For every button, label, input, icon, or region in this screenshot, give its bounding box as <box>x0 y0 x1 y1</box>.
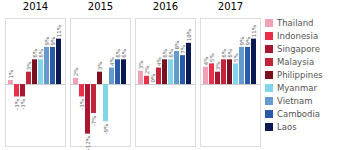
html-text:Laos: Laos <box>277 122 297 132</box>
svg-text:1%: 1% <box>8 70 14 79</box>
html-text:Myanmar: Myanmar <box>277 83 317 93</box>
svg-text:10%: 10% <box>186 29 192 41</box>
html-text:Singapore: Singapore <box>277 44 320 54</box>
html-text:Philippines: Philippines <box>277 70 323 80</box>
svg-text:6%: 6% <box>121 49 127 58</box>
svg-text:6%: 6% <box>31 49 38 58</box>
svg-text:7%: 7% <box>180 45 186 54</box>
html-text:Vietnam: Vietnam <box>277 96 313 106</box>
svg-text:11%: 11% <box>251 25 257 37</box>
svg-text:-3%: -3% <box>79 99 85 110</box>
svg-text:5%: 5% <box>209 53 215 62</box>
svg-text:9%: 9% <box>238 36 245 46</box>
svg-text:3%: 3% <box>97 61 103 70</box>
svg-text:6%: 6% <box>220 49 227 58</box>
svg-text:4%: 4% <box>155 57 162 66</box>
svg-text:6%: 6% <box>38 49 44 58</box>
svg-text:3%: 3% <box>215 61 221 70</box>
html-text:Cambodia: Cambodia <box>277 109 320 119</box>
html-text:Indonesia: Indonesia <box>277 31 319 41</box>
svg-text:-3%: -3% <box>20 99 26 110</box>
svg-text:6%: 6% <box>226 49 233 58</box>
svg-text:3%: 3% <box>26 61 32 70</box>
svg-text:4%: 4% <box>108 57 115 66</box>
svg-text:2015: 2015 <box>88 1 113 12</box>
svg-text:9%: 9% <box>49 36 56 46</box>
svg-text:8%: 8% <box>173 40 180 50</box>
html-text:Malaysia: Malaysia <box>277 57 315 67</box>
svg-text:0%: 0% <box>150 74 156 83</box>
svg-text:-12%: -12% <box>85 136 91 150</box>
svg-text:3%: 3% <box>137 60 144 70</box>
html-text:Thailand: Thailand <box>277 18 314 28</box>
svg-text:-9%: -9% <box>103 124 109 135</box>
svg-text:11%: 11% <box>56 25 62 37</box>
svg-text:2%: 2% <box>73 68 79 77</box>
svg-text:9%: 9% <box>244 36 251 46</box>
svg-text:9%: 9% <box>43 36 50 46</box>
svg-text:5%: 5% <box>233 53 239 62</box>
svg-text:6%: 6% <box>114 49 121 58</box>
svg-text:-7%: -7% <box>91 115 97 126</box>
svg-text:2017: 2017 <box>218 1 243 12</box>
svg-text:-3%: -3% <box>13 99 20 110</box>
svg-text:6%: 6% <box>167 49 174 58</box>
svg-text:6%: 6% <box>161 49 168 58</box>
svg-text:2%: 2% <box>144 66 150 75</box>
svg-text:2014: 2014 <box>23 1 48 12</box>
svg-text:2016: 2016 <box>153 1 178 12</box>
svg-text:4%: 4% <box>202 56 209 66</box>
